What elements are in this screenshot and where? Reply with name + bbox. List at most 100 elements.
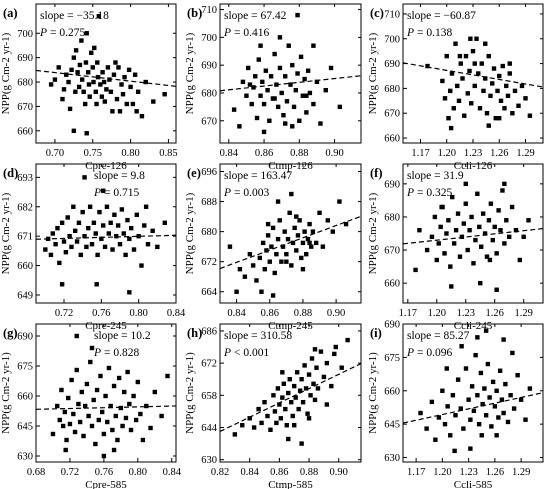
data-point xyxy=(165,373,170,379)
y-tick-label: 660 xyxy=(17,126,33,137)
data-point xyxy=(60,423,66,429)
data-point xyxy=(98,373,103,379)
scatter-panel: 0.84 0.86 0.88 0.90 670 680 690 700 710 Ctmp-126 N… xyxy=(184,3,362,172)
data-point xyxy=(292,225,297,231)
data-point xyxy=(446,115,451,121)
p-value-label: P = 0.275 xyxy=(39,27,86,39)
data-point xyxy=(89,345,95,351)
data-point xyxy=(299,377,304,382)
data-point xyxy=(304,110,309,115)
y-tick-label: 670 xyxy=(201,116,217,127)
y-tick-label: 710 xyxy=(201,5,217,16)
data-point xyxy=(295,71,300,76)
scatter-panel: 0.82 0.84 0.86 0.88 0.90 630 644 658 672 686 Ctmp-… xyxy=(184,323,362,489)
data-point xyxy=(308,393,313,398)
data-point xyxy=(69,377,74,383)
data-point xyxy=(333,344,338,350)
data-point xyxy=(489,424,494,429)
data-point xyxy=(328,65,334,71)
data-point xyxy=(291,104,297,110)
data-point xyxy=(442,421,448,427)
data-point xyxy=(305,236,311,242)
p-value: < 0.001 xyxy=(234,347,269,359)
data-point xyxy=(107,77,112,82)
data-point xyxy=(278,416,284,421)
data-point xyxy=(43,247,48,252)
data-point xyxy=(302,363,307,368)
data-point xyxy=(425,63,430,69)
data-point xyxy=(444,231,449,236)
data-point xyxy=(139,113,145,119)
data-point xyxy=(297,388,303,393)
data-point xyxy=(122,74,127,80)
x-tick-label: 1.17 xyxy=(411,148,429,159)
data-point xyxy=(473,352,478,358)
data-point xyxy=(284,99,290,104)
data-point xyxy=(227,244,233,249)
data-point xyxy=(249,101,254,107)
data-point xyxy=(472,83,477,89)
data-point xyxy=(444,366,449,371)
data-point xyxy=(275,199,281,204)
y-tick-label: 660 xyxy=(17,261,33,272)
data-point xyxy=(105,419,110,425)
y-tick-label: 645 xyxy=(17,422,33,433)
data-point xyxy=(111,447,117,453)
p-symbol: P xyxy=(406,347,414,359)
data-point xyxy=(324,360,330,366)
data-point xyxy=(82,233,87,239)
data-point xyxy=(162,92,167,97)
panel-label: (d) xyxy=(3,166,18,180)
data-point xyxy=(504,218,509,223)
data-point xyxy=(62,409,68,415)
data-point xyxy=(337,199,342,204)
regression-line xyxy=(219,215,362,270)
data-point xyxy=(136,233,141,239)
data-point xyxy=(95,60,100,65)
data-point xyxy=(74,239,80,244)
data-point xyxy=(451,241,457,246)
data-point xyxy=(50,231,55,236)
data-point xyxy=(486,218,492,223)
data-point xyxy=(124,101,130,107)
panel-label: (b) xyxy=(187,6,202,20)
data-point xyxy=(123,252,128,258)
data-point xyxy=(468,417,473,422)
data-point xyxy=(502,241,507,246)
data-point xyxy=(144,403,149,409)
y-tick-label: 690 xyxy=(384,59,400,70)
data-point xyxy=(523,96,528,101)
data-point xyxy=(84,31,89,36)
data-point xyxy=(267,259,272,264)
data-point xyxy=(120,92,126,97)
data-point xyxy=(69,67,74,73)
data-point xyxy=(131,247,137,252)
data-point xyxy=(284,423,289,428)
data-point xyxy=(510,111,515,116)
data-point xyxy=(257,255,263,261)
data-point xyxy=(283,74,288,79)
data-point xyxy=(459,344,464,349)
x-axis-label: Ctmp-245 xyxy=(268,320,313,332)
plot-frame xyxy=(35,163,177,304)
x-tick-label: 0.76 xyxy=(92,308,110,319)
data-point xyxy=(65,215,70,220)
data-point xyxy=(517,257,523,263)
data-point xyxy=(56,65,61,70)
data-point xyxy=(93,441,98,447)
data-point xyxy=(52,77,58,82)
data-point xyxy=(286,390,291,396)
data-point xyxy=(516,103,521,108)
data-point xyxy=(64,437,69,443)
data-point xyxy=(311,101,316,107)
data-point xyxy=(478,370,484,376)
panel-label: (h) xyxy=(187,326,202,340)
data-point xyxy=(323,87,328,93)
data-point xyxy=(69,244,74,250)
data-point xyxy=(132,72,138,77)
data-point xyxy=(96,13,102,19)
regression-line xyxy=(402,392,544,424)
y-tick-label: 680 xyxy=(17,78,33,89)
data-point xyxy=(102,244,108,250)
y-tick-label: 690 xyxy=(17,53,33,64)
